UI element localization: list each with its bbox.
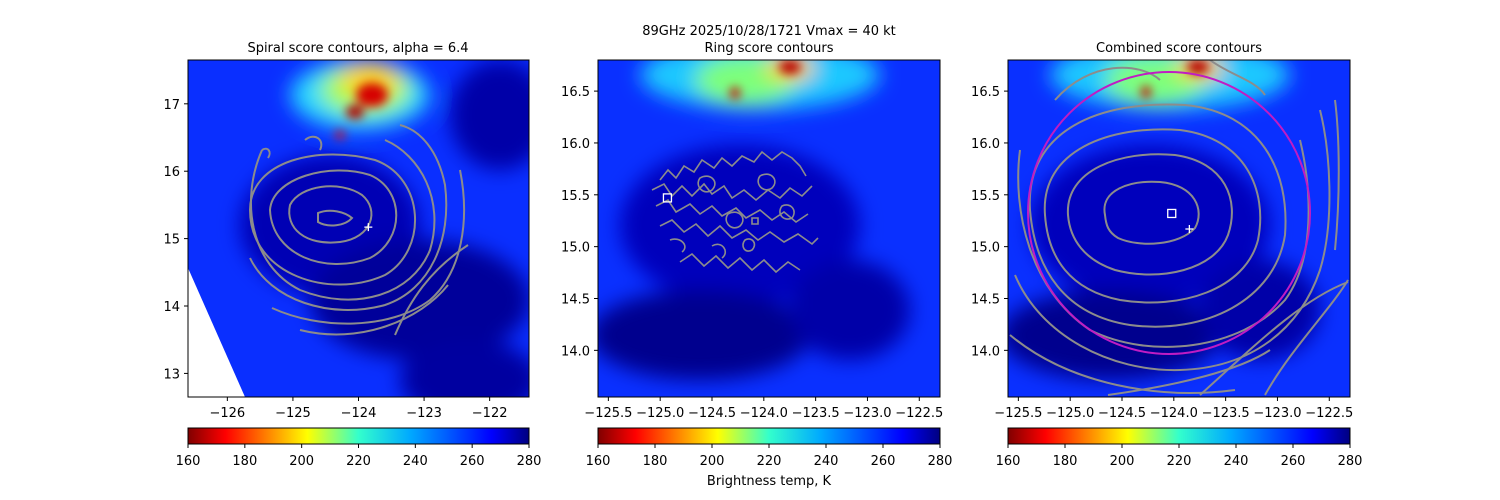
x-axis: −126 −125 −124 −123 −122 — [209, 397, 508, 421]
x-axis: −125.5 −125.0 −124.5 −124.0 −123.5 −123.0 −122… — [584, 397, 943, 421]
x-tick-label: −125.0 — [1046, 406, 1094, 421]
colorbar-tick-label: 260 — [1281, 454, 1306, 469]
colorbar-tick-label: 260 — [460, 454, 485, 469]
x-tick-label: −123.0 — [1253, 406, 1301, 421]
x-tick-label: −124.0 — [740, 406, 788, 421]
x-tick-label: −124 — [341, 406, 377, 421]
panel-title: Combined score contours — [1096, 41, 1262, 56]
y-tick-label: 16.0 — [561, 137, 590, 152]
colorbar-tick-label: 240 — [1224, 454, 1249, 469]
y-tick-label: 15.5 — [561, 189, 590, 204]
panel-spiral: Spiral score contours, alpha = 6.4 — [163, 41, 542, 469]
y-tick-label: 16.5 — [971, 85, 1000, 100]
y-tick-label: 15 — [163, 233, 180, 248]
colorbar-label: Brightness temp, K — [707, 474, 832, 489]
panel-combined: Combined score contours — [971, 41, 1363, 469]
x-tick-label: −126 — [209, 406, 245, 421]
x-tick-label: −122 — [472, 406, 508, 421]
y-tick-label: 14.5 — [971, 292, 1000, 307]
x-tick-label: −123 — [406, 406, 442, 421]
y-tick-label: 15.5 — [971, 189, 1000, 204]
colorbar: 160 180 200 220 240 260 280 — [996, 427, 1363, 469]
colorbar-tick-label: 280 — [517, 454, 542, 469]
y-tick-label: 13 — [163, 367, 180, 382]
y-tick-label: 16.5 — [561, 85, 590, 100]
colorbar-tick-label: 160 — [176, 454, 201, 469]
colorbar-tick-label: 240 — [403, 454, 428, 469]
colorbar-tick-label: 200 — [1110, 454, 1135, 469]
colorbar-tick-label: 180 — [643, 454, 668, 469]
x-tick-label: −124.5 — [1098, 406, 1146, 421]
colorbar: 160 180 200 220 240 260 280 — [176, 427, 542, 469]
colorbar-tick-label: 280 — [1338, 454, 1363, 469]
y-axis: 14.0 14.5 15.0 15.5 16.0 16.5 — [971, 85, 1008, 359]
y-tick-label: 14.0 — [971, 344, 1000, 359]
brightness-field — [598, 60, 940, 397]
y-axis: 13 14 15 16 17 — [163, 98, 188, 382]
y-tick-label: 14 — [163, 300, 180, 315]
x-tick-label: −124.0 — [1150, 406, 1198, 421]
y-tick-label: 14.0 — [561, 344, 590, 359]
panel-title: Spiral score contours, alpha = 6.4 — [247, 41, 468, 56]
combined-contours — [1009, 60, 1349, 396]
colorbar-tick-label: 220 — [757, 454, 782, 469]
y-tick-label: 15.0 — [561, 241, 590, 256]
spiral-contours — [248, 124, 469, 336]
ring-contours — [651, 150, 819, 274]
x-tick-label: −123.5 — [1202, 406, 1250, 421]
x-tick-label: −123.5 — [792, 406, 840, 421]
brightness-field — [188, 60, 529, 397]
colorbar-tick-label: 220 — [346, 454, 371, 469]
colorbar: 160 180 200 220 240 260 280 — [586, 427, 953, 469]
x-tick-label: −125.5 — [584, 406, 632, 421]
colorbar-tick-label: 200 — [289, 454, 314, 469]
markers — [662, 193, 673, 203]
eye-fit-circle — [1027, 71, 1311, 355]
colorbar-tick-label: 200 — [700, 454, 725, 469]
x-axis: −125.5 −125.0 −124.5 −124.0 −123.5 −123.0 −122… — [994, 397, 1353, 421]
y-tick-label: 14.5 — [561, 292, 590, 307]
colorbar-tick-label: 280 — [928, 454, 953, 469]
axes-frame — [1007, 59, 1351, 398]
panel-title: Ring score contours — [704, 41, 833, 56]
center-square-marker — [1167, 208, 1177, 219]
colorbar-tick-label: 160 — [996, 454, 1021, 469]
colorbar-tick-label: 160 — [586, 454, 611, 469]
panel-ring: Ring score contours — [561, 41, 953, 489]
center-plus-marker — [364, 223, 373, 232]
markers — [1167, 208, 1194, 234]
brightness-field — [1008, 60, 1350, 397]
y-tick-label: 16.0 — [971, 137, 1000, 152]
x-tick-label: −125.5 — [994, 406, 1042, 421]
x-tick-label: −125.0 — [636, 406, 684, 421]
x-tick-label: −123.0 — [843, 406, 891, 421]
y-tick-label: 16 — [163, 165, 180, 180]
y-tick-label: 15.0 — [971, 241, 1000, 256]
y-axis: 14.0 14.5 15.0 15.5 16.0 16.5 — [561, 85, 598, 359]
center-plus-marker — [1185, 225, 1194, 234]
y-tick-label: 17 — [163, 98, 180, 113]
colorbar-tick-label: 240 — [814, 454, 839, 469]
center-square-marker — [662, 193, 673, 203]
x-tick-label: −125 — [275, 406, 311, 421]
colorbar-tick-label: 180 — [1053, 454, 1078, 469]
colorbar-tick-label: 220 — [1167, 454, 1192, 469]
figure-suptitle: 89GHz 2025/10/28/1721 Vmax = 40 kt — [642, 24, 896, 39]
colorbar-tick-label: 260 — [871, 454, 896, 469]
x-tick-label: −124.5 — [688, 406, 736, 421]
x-tick-label: −122.5 — [895, 406, 943, 421]
axes-frame — [597, 59, 941, 398]
x-tick-label: −122.5 — [1305, 406, 1353, 421]
markers — [364, 223, 373, 232]
colorbar-tick-label: 180 — [232, 454, 257, 469]
